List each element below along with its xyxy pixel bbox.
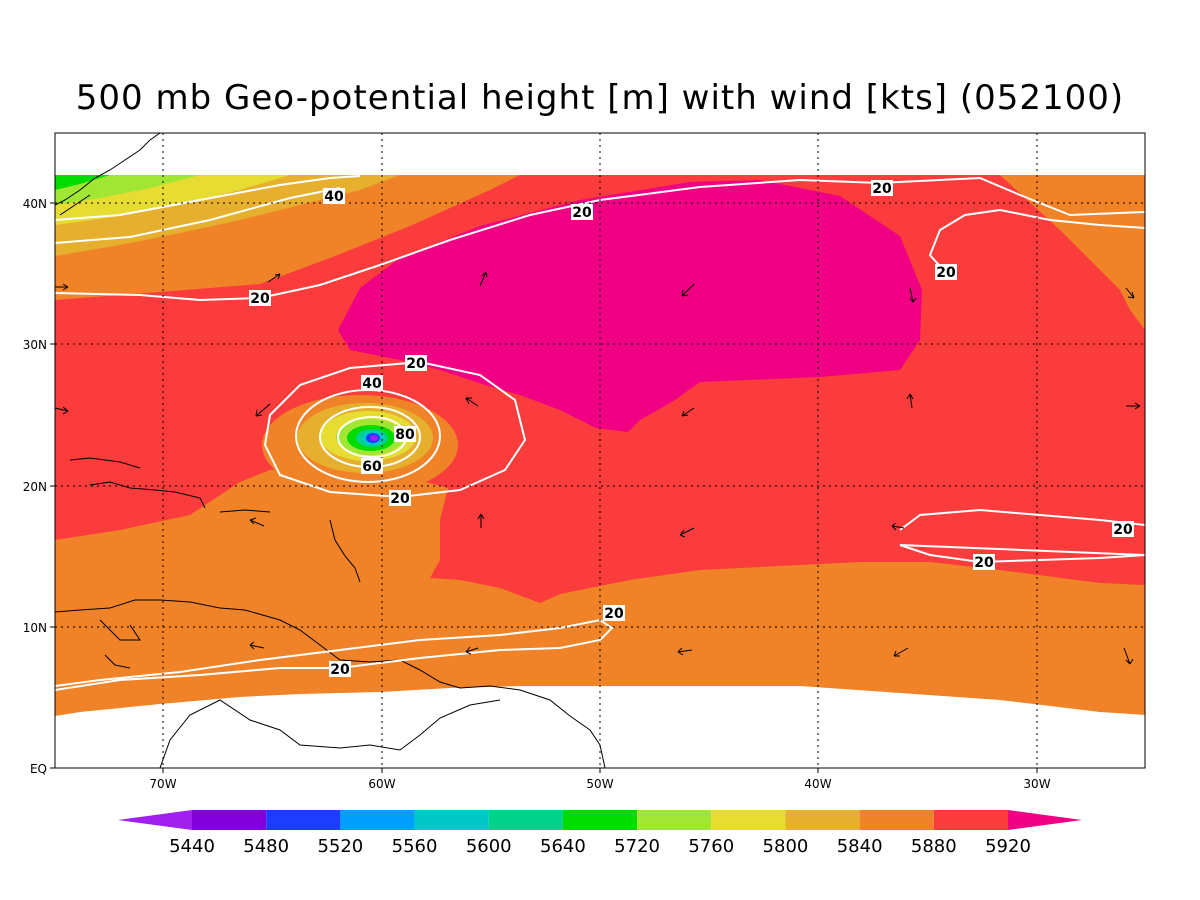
- coastlines: [55, 133, 606, 768]
- svg-text:20: 20: [936, 265, 956, 281]
- colorbar-swatch: [933, 810, 1008, 830]
- lon-label: 30W: [1023, 777, 1050, 791]
- svg-text:80: 80: [395, 427, 415, 443]
- lat-label: 40N: [23, 197, 47, 211]
- svg-text:20: 20: [390, 491, 410, 507]
- colorbar-swatch: [859, 810, 934, 830]
- contour-label: 20: [935, 264, 957, 281]
- lat-label: 10N: [23, 621, 47, 635]
- colorbar-swatch: [488, 810, 563, 830]
- lon-label: 70W: [149, 777, 176, 791]
- lon-label: 40W: [804, 777, 831, 791]
- contour-label: 20: [329, 661, 351, 678]
- colorbar-swatch: [414, 810, 489, 830]
- contour-label: 20: [973, 554, 995, 571]
- contour-label: 20: [603, 605, 625, 622]
- contour-label: 40: [361, 375, 383, 392]
- svg-text:20: 20: [1113, 522, 1133, 538]
- map-title: 500 mb Geo-potential height [m] with win…: [75, 78, 1125, 118]
- colorbar-label: 5440: [169, 836, 215, 857]
- colorbar-label: 5760: [688, 836, 734, 857]
- lon-label: 50W: [586, 777, 613, 791]
- colorbar-swatch: [711, 810, 786, 830]
- svg-text:20: 20: [974, 555, 994, 571]
- svg-text:40: 40: [324, 189, 344, 205]
- lon-label: 60W: [368, 777, 395, 791]
- longitude-axis: 70W 60W 50W 40W 30W: [149, 768, 1051, 791]
- colorbar-label: 5920: [985, 836, 1031, 857]
- contour-label: 20: [389, 490, 411, 507]
- contour-label: 80: [394, 426, 416, 443]
- latitude-axis: 40N 30N 20N 10N EQ: [23, 197, 55, 776]
- colorbar: 5440 5480 5520 5560 5600 5640 5720 5760 5800 5840…: [118, 810, 1082, 857]
- contour-labels: 40 20 20 20 20 20 40 80 60 20 20 20 20 2…: [249, 180, 1134, 678]
- colorbar-swatch: [785, 810, 860, 830]
- lat-label: EQ: [30, 762, 47, 776]
- svg-text:40: 40: [362, 376, 382, 392]
- colorbar-label: 5600: [466, 836, 512, 857]
- svg-text:20: 20: [572, 205, 592, 221]
- contour-label: 60: [361, 458, 383, 475]
- svg-text:20: 20: [330, 662, 350, 678]
- colorbar-low-arrow: [118, 810, 192, 830]
- wind-vectors: [54, 271, 1141, 665]
- lat-label: 30N: [23, 338, 47, 352]
- contour-label: 20: [249, 290, 271, 307]
- contour-label: 20: [405, 355, 427, 372]
- colorbar-label: 5640: [540, 836, 586, 857]
- svg-text:20: 20: [250, 291, 270, 307]
- colorbar-swatch: [192, 810, 267, 830]
- colorbar-swatch: [562, 810, 638, 830]
- contour-label: 20: [871, 180, 893, 197]
- svg-text:20: 20: [604, 606, 624, 622]
- colorbar-swatch: [637, 810, 712, 830]
- colorbar-label: 5840: [837, 836, 883, 857]
- contour-label: 20: [1112, 521, 1134, 538]
- colorbar-label: 5560: [392, 836, 438, 857]
- contour-label: 20: [571, 204, 593, 221]
- contour-label: 40: [323, 188, 345, 205]
- svg-text:20: 20: [406, 356, 426, 372]
- svg-text:20: 20: [872, 181, 892, 197]
- lat-lon-grid: [55, 133, 1145, 768]
- colorbar-label: 5720: [614, 836, 660, 857]
- colorbar-swatch: [266, 810, 341, 830]
- colorbar-label: 5520: [317, 836, 363, 857]
- colorbar-label: 5800: [763, 836, 809, 857]
- colorbar-label: 5480: [243, 836, 289, 857]
- colorbar-high-arrow: [1008, 810, 1082, 830]
- lat-label: 20N: [23, 480, 47, 494]
- svg-text:60: 60: [362, 459, 382, 475]
- colorbar-swatch: [340, 810, 415, 830]
- colorbar-label: 5880: [911, 836, 957, 857]
